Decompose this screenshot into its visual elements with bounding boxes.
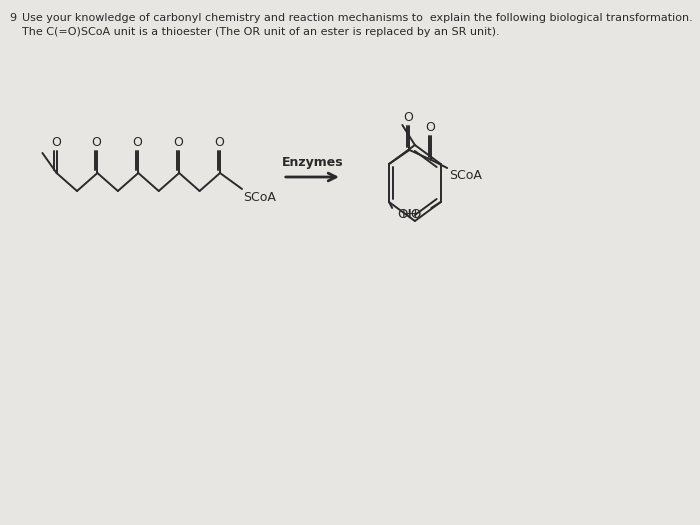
Text: O: O [51, 136, 61, 149]
Text: O: O [174, 136, 183, 149]
Text: 9: 9 [9, 13, 17, 23]
Text: O: O [132, 136, 143, 149]
Text: Enzymes: Enzymes [281, 156, 343, 169]
Text: O: O [92, 136, 102, 149]
Text: HO: HO [402, 207, 422, 220]
Text: O: O [214, 136, 224, 149]
Text: O: O [404, 111, 414, 124]
Text: SCoA: SCoA [243, 191, 276, 204]
Text: O: O [426, 121, 435, 134]
Text: Use your knowledge of carbonyl chemistry and reaction mechanisms to  explain the: Use your knowledge of carbonyl chemistry… [22, 13, 693, 23]
Text: The C(=O)SCoA unit is a thioester (The OR unit of an ester is replaced by an SR : The C(=O)SCoA unit is a thioester (The O… [22, 27, 500, 37]
Text: OH: OH [397, 207, 417, 220]
Text: SCoA: SCoA [449, 169, 482, 182]
